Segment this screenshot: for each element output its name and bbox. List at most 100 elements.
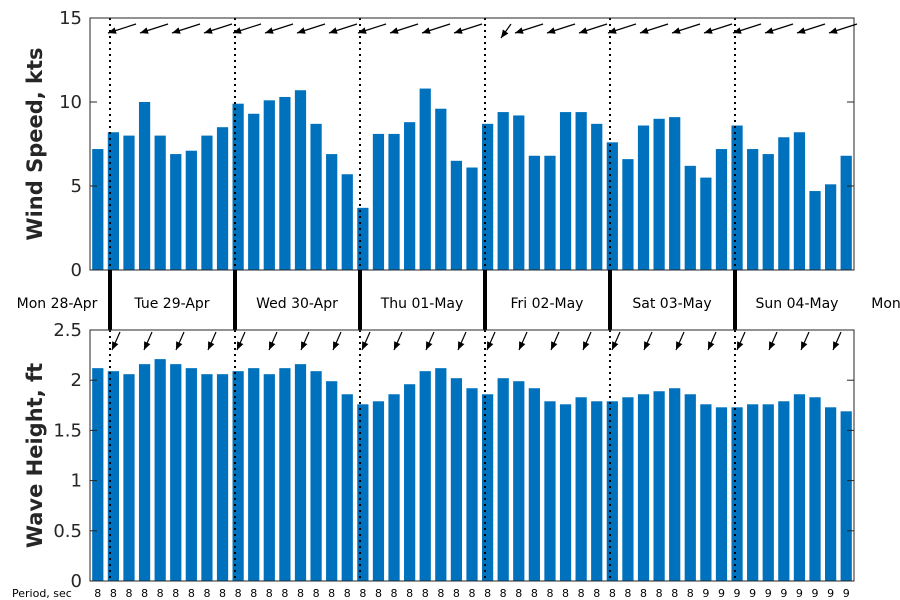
period-value: 8 bbox=[531, 587, 538, 600]
wind-direction-arrow-head bbox=[172, 27, 181, 34]
wind-bar bbox=[450, 160, 463, 270]
period-value: 8 bbox=[562, 587, 569, 600]
wave-bar bbox=[279, 368, 291, 581]
wave-bar bbox=[372, 401, 385, 581]
period-value: 8 bbox=[203, 587, 210, 600]
wave-ytick-label: 0.5 bbox=[53, 521, 82, 542]
swell-direction-arrow-head bbox=[269, 341, 276, 350]
wave-bar bbox=[248, 368, 260, 581]
period-value: 8 bbox=[266, 587, 273, 600]
swell-direction-arrow-head bbox=[737, 341, 744, 350]
wind-direction-arrow-head bbox=[829, 27, 838, 34]
wind-bar bbox=[497, 112, 509, 270]
wave-bar bbox=[481, 394, 494, 581]
day-label: Sun 04-May bbox=[756, 296, 839, 312]
wave-bar bbox=[840, 411, 852, 581]
wind-direction-arrow-head bbox=[358, 27, 367, 34]
wind-bar bbox=[357, 207, 369, 270]
wind-bar bbox=[92, 149, 104, 270]
swell-direction-arrow-head bbox=[583, 341, 590, 350]
period-value: 8 bbox=[157, 587, 164, 600]
wind-direction-arrow-head bbox=[608, 27, 617, 34]
period-value: 8 bbox=[141, 587, 148, 600]
wave-bar bbox=[731, 407, 743, 581]
wave-bar bbox=[528, 388, 540, 581]
wind-bar bbox=[840, 155, 852, 270]
wind-bar bbox=[606, 142, 618, 270]
swell-direction-arrow-head bbox=[612, 341, 619, 350]
wind-bar bbox=[248, 113, 260, 270]
wave-bar bbox=[138, 364, 151, 581]
wave-bar bbox=[388, 394, 400, 581]
period-value: 8 bbox=[422, 587, 429, 600]
wave-bar bbox=[575, 397, 587, 581]
period-value: 8 bbox=[313, 587, 320, 600]
wind-bar bbox=[513, 115, 525, 270]
wind-bar bbox=[653, 118, 665, 270]
wind-axis-title: Wind Speed, kts bbox=[23, 47, 47, 240]
period-value: 8 bbox=[593, 587, 600, 600]
period-value: 8 bbox=[406, 587, 413, 600]
wind-direction-arrow-head bbox=[422, 27, 431, 34]
wind-bar bbox=[466, 167, 478, 270]
wind-direction-arrow-head bbox=[204, 27, 213, 34]
wind-bar bbox=[591, 123, 603, 270]
wind-direction-arrow-head bbox=[672, 27, 681, 34]
day-label-band: Mon 28-Apr Tue 29-Apr Wed 30-Apr Thu 01-May… bbox=[17, 269, 900, 331]
period-value: 8 bbox=[656, 587, 663, 600]
period-title: Period, sec bbox=[12, 587, 72, 600]
swell-direction-arrow-head bbox=[708, 341, 715, 350]
swell-direction-arrow-head bbox=[833, 341, 840, 350]
wave-bar bbox=[107, 371, 119, 581]
swell-direction-arrow-head bbox=[144, 341, 151, 350]
period-value: 9 bbox=[780, 587, 787, 600]
swell-direction-arrow-head bbox=[333, 341, 340, 350]
wind-bar bbox=[107, 132, 119, 270]
wind-bar bbox=[372, 133, 385, 270]
wave-ytick-label: 2.5 bbox=[53, 320, 82, 341]
wave-bar bbox=[170, 364, 182, 581]
wind-direction-arrow-head bbox=[515, 27, 524, 34]
swell-direction-arrow-head bbox=[112, 341, 119, 350]
wind-bar bbox=[825, 184, 837, 270]
period-value: 8 bbox=[250, 587, 257, 600]
wave-bar bbox=[185, 368, 197, 581]
wind-direction-arrow-head bbox=[140, 27, 149, 34]
wave-bar bbox=[622, 397, 634, 581]
swell-direction-arrow-head bbox=[801, 341, 808, 350]
wave-bar bbox=[404, 384, 416, 581]
wind-bar bbox=[154, 135, 166, 270]
period-value: 9 bbox=[749, 587, 756, 600]
wind-direction-arrow-head bbox=[454, 27, 463, 34]
period-value: 8 bbox=[375, 587, 382, 600]
day-label: Fri 02-May bbox=[511, 296, 584, 312]
period-value: 8 bbox=[546, 587, 553, 600]
wind-bar bbox=[419, 88, 431, 270]
wind-direction-arrow-head bbox=[297, 27, 306, 34]
period-value: 8 bbox=[500, 587, 507, 600]
period-value: 8 bbox=[624, 587, 631, 600]
wave-bar bbox=[700, 404, 712, 581]
wave-height-panel: 0 0.5 1 1.5 2 2.5 Wave Height, ft bbox=[23, 320, 855, 592]
period-value: 8 bbox=[281, 587, 288, 600]
wave-ytick-label: 1.5 bbox=[53, 420, 82, 441]
wave-bar bbox=[466, 388, 478, 581]
period-value: 8 bbox=[484, 587, 491, 600]
swell-direction-arrow-head bbox=[644, 341, 651, 350]
wind-bar bbox=[575, 112, 587, 270]
wave-bar bbox=[263, 374, 275, 581]
wind-bar bbox=[637, 125, 650, 271]
wave-bar bbox=[637, 394, 650, 581]
period-value: 9 bbox=[827, 587, 834, 600]
wind-bar bbox=[669, 117, 681, 271]
wind-ytick-label: 5 bbox=[71, 176, 82, 197]
wave-bar bbox=[809, 397, 821, 581]
wind-ytick-label: 0 bbox=[71, 260, 82, 281]
wind-bar bbox=[123, 135, 135, 270]
swell-direction-arrow-head bbox=[176, 341, 183, 350]
day-label: Sat 03-May bbox=[632, 296, 711, 312]
day-label: Mon bbox=[871, 296, 900, 312]
wave-ytick-label: 0 bbox=[71, 571, 82, 592]
wave-axes-box bbox=[89, 329, 855, 582]
